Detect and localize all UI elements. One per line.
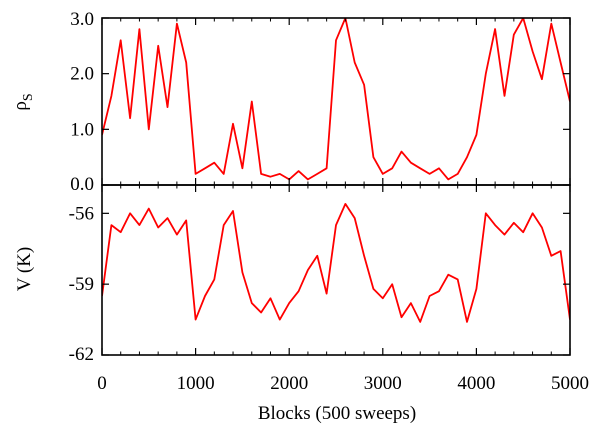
top-y-tick-label: 1.0 — [70, 119, 94, 140]
x-axis-title: Blocks (500 sweeps) — [258, 403, 416, 424]
bottom-y-tick-label: -56 — [69, 203, 94, 224]
top-y-tick-label: 3.0 — [70, 9, 94, 30]
bottom-panel: -62 -59 -56 0 1000 2000 3000 4000 5000 — [69, 184, 589, 394]
bottom-series-lines — [102, 202, 570, 323]
top-series-lines — [102, 18, 570, 181]
bottom-y-tick-label: -62 — [69, 344, 94, 365]
top-y-tick-label: 2.0 — [70, 64, 94, 85]
top-y-axis-label-subscript: S — [21, 93, 36, 101]
bottom-ticks: -62 -59 -56 0 1000 2000 3000 4000 5000 — [69, 185, 589, 394]
top-ticks: 0.0 1.0 2.0 3.0 — [70, 9, 571, 195]
x-tick-label: 4000 — [457, 373, 495, 394]
x-tick-label: 0 — [97, 373, 107, 394]
bottom-plot-frame — [101, 184, 571, 356]
bottom-y-axis-title: V (K) — [14, 247, 35, 292]
top-y-axis-label: ρ — [10, 101, 31, 110]
x-tick-label: 2000 — [270, 373, 308, 394]
top-y-axis-title: ρS — [10, 93, 36, 110]
top-y-tick-label: 0.0 — [70, 174, 94, 195]
x-tick-label: 3000 — [364, 373, 402, 394]
bottom-y-tick-label: -59 — [69, 274, 94, 295]
x-tick-label: 5000 — [551, 373, 589, 394]
bottom-series-line — [102, 202, 570, 323]
x-tick-label: 1000 — [177, 373, 215, 394]
top-series-line — [102, 18, 570, 181]
top-panel: 0.0 1.0 2.0 3.0 — [70, 9, 571, 195]
